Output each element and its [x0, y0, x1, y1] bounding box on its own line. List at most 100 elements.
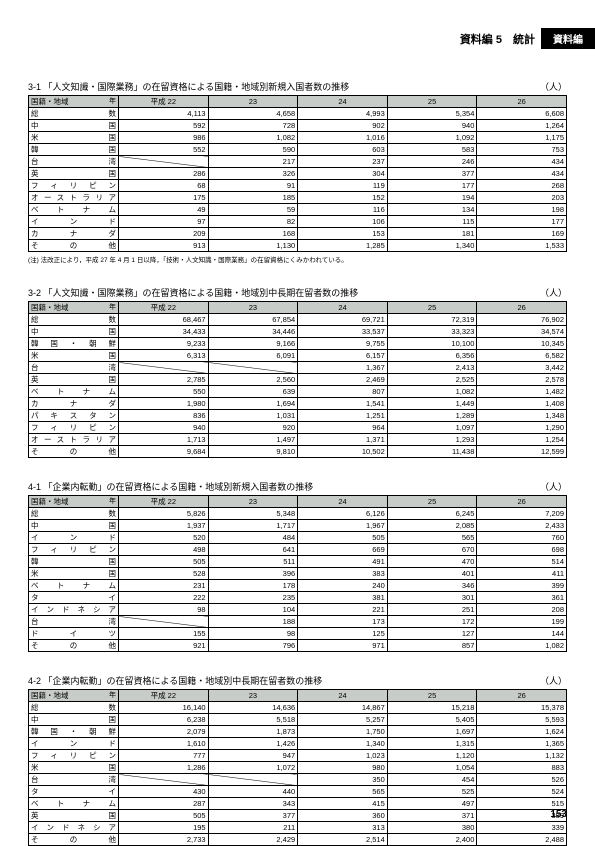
year-header: 平成 22	[119, 96, 209, 108]
year-header: 平成 22	[119, 690, 209, 702]
value-cell: 15,378	[477, 702, 567, 714]
value-cell: 67,854	[208, 314, 298, 326]
value-cell: 380	[387, 822, 477, 834]
value-cell: 5,354	[387, 108, 477, 120]
value-cell: 520	[119, 532, 209, 544]
year-header: 26	[477, 496, 567, 508]
value-cell: 1,251	[298, 410, 388, 422]
region-cell: フ ィ リ ピ ン	[29, 544, 119, 556]
region-cell: 総 数	[29, 702, 119, 714]
value-cell: 1,082	[477, 640, 567, 652]
value-cell: 2,469	[298, 374, 388, 386]
table-title-row: 3-1 「人文知識・国際業務」の在留資格による国籍・地域別新規入国者数の推移（人…	[28, 80, 567, 93]
region-cell: インドネシア	[29, 604, 119, 616]
year-header: 25	[387, 302, 477, 314]
table-unit: （人）	[540, 674, 567, 687]
table-title: 4-1 「企業内転勤」の在留資格による国籍・地域別新規入国者数の推移	[28, 480, 313, 493]
value-cell: 470	[387, 556, 477, 568]
value-cell: 1,408	[477, 398, 567, 410]
value-cell: 590	[208, 144, 298, 156]
value-cell: 1,254	[477, 434, 567, 446]
value-cell: 9,684	[119, 446, 209, 458]
value-cell: 415	[298, 798, 388, 810]
table-row: 英 国2,7852,5602,4692,5252,578	[29, 374, 567, 386]
value-cell	[119, 774, 209, 786]
value-cell: 33,537	[298, 326, 388, 338]
table-row: 韓 国 ・ 朝 鮮9,2339,1669,75510,10010,345	[29, 338, 567, 350]
value-cell: 1,264	[477, 120, 567, 132]
value-cell: 4,658	[208, 108, 298, 120]
region-cell: 韓 国	[29, 556, 119, 568]
value-cell: 209	[119, 228, 209, 240]
table-row: 総 数68,46767,85469,72172,31976,902	[29, 314, 567, 326]
value-cell: 796	[208, 640, 298, 652]
year-header: 24	[298, 496, 388, 508]
table-row: イ ン ド9782106115177	[29, 216, 567, 228]
value-cell: 1,497	[208, 434, 298, 446]
value-cell: 72,319	[387, 314, 477, 326]
value-cell: 246	[387, 156, 477, 168]
value-cell: 947	[208, 750, 298, 762]
value-cell: 986	[119, 132, 209, 144]
value-cell: 217	[208, 156, 298, 168]
value-cell: 1,031	[208, 410, 298, 422]
year-header: 25	[387, 496, 477, 508]
value-cell: 777	[119, 750, 209, 762]
value-cell: 97	[119, 216, 209, 228]
value-cell: 9,810	[208, 446, 298, 458]
value-cell: 1,340	[387, 240, 477, 252]
year-header: 26	[477, 690, 567, 702]
value-cell: 2,578	[477, 374, 567, 386]
table-row: 韓 国552590603583753	[29, 144, 567, 156]
value-cell: 304	[298, 168, 388, 180]
table-row: 台 湾188173172199	[29, 616, 567, 628]
value-cell: 115	[387, 216, 477, 228]
value-cell: 1,285	[298, 240, 388, 252]
value-cell: 326	[208, 168, 298, 180]
table-row: フ ィ リ ピ ン498641669670698	[29, 544, 567, 556]
value-cell: 119	[298, 180, 388, 192]
table-row: フ ィ リ ピ ン9409209641,0971,290	[29, 422, 567, 434]
value-cell: 2,079	[119, 726, 209, 738]
region-cell: 韓 国	[29, 144, 119, 156]
value-cell: 1,132	[477, 750, 567, 762]
value-cell: 106	[298, 216, 388, 228]
value-cell: 98	[119, 604, 209, 616]
value-cell: 1,348	[477, 410, 567, 422]
value-cell: 505	[119, 810, 209, 822]
region-cell: 英 国	[29, 168, 119, 180]
value-cell: 807	[298, 386, 388, 398]
value-cell: 1,426	[208, 738, 298, 750]
value-cell: 350	[298, 774, 388, 786]
year-header: 26	[477, 96, 567, 108]
value-cell: 639	[208, 386, 298, 398]
table-row: ベ ト ナ ム5506398071,0821,482	[29, 386, 567, 398]
table-block: 3-2 「人文知識・国際業務」の在留資格による国籍・地域別中長期在留者数の推移（…	[28, 286, 567, 458]
value-cell: 1,694	[208, 398, 298, 410]
header-row: 国籍・地域年平成 2223242526	[29, 302, 567, 314]
region-cell: 韓 国 ・ 朝 鮮	[29, 726, 119, 738]
value-cell: 728	[208, 120, 298, 132]
value-cell: 641	[208, 544, 298, 556]
table-title: 3-1 「人文知識・国際業務」の在留資格による国籍・地域別新規入国者数の推移	[28, 80, 349, 93]
value-cell: 2,525	[387, 374, 477, 386]
value-cell: 1,697	[387, 726, 477, 738]
value-cell: 883	[477, 762, 567, 774]
region-cell: フ ィ リ ピ ン	[29, 750, 119, 762]
value-cell: 1,365	[477, 738, 567, 750]
region-cell: ベ ト ナ ム	[29, 204, 119, 216]
value-cell: 1,315	[387, 738, 477, 750]
value-cell: 14,867	[298, 702, 388, 714]
value-cell: 1,092	[387, 132, 477, 144]
value-cell: 49	[119, 204, 209, 216]
value-cell: 396	[208, 568, 298, 580]
table-row: タ イ430440565525524	[29, 786, 567, 798]
table-row: 総 数16,14014,63614,86715,21815,378	[29, 702, 567, 714]
region-cell: タ イ	[29, 592, 119, 604]
region-cell: そ の 他	[29, 834, 119, 846]
table-row: フ ィ リ ピ ン7779471,0231,1201,132	[29, 750, 567, 762]
region-cell: そ の 他	[29, 446, 119, 458]
value-cell: 5,405	[387, 714, 477, 726]
value-cell: 565	[387, 532, 477, 544]
table-row: オーストラリア1,7131,4971,3711,2931,254	[29, 434, 567, 446]
